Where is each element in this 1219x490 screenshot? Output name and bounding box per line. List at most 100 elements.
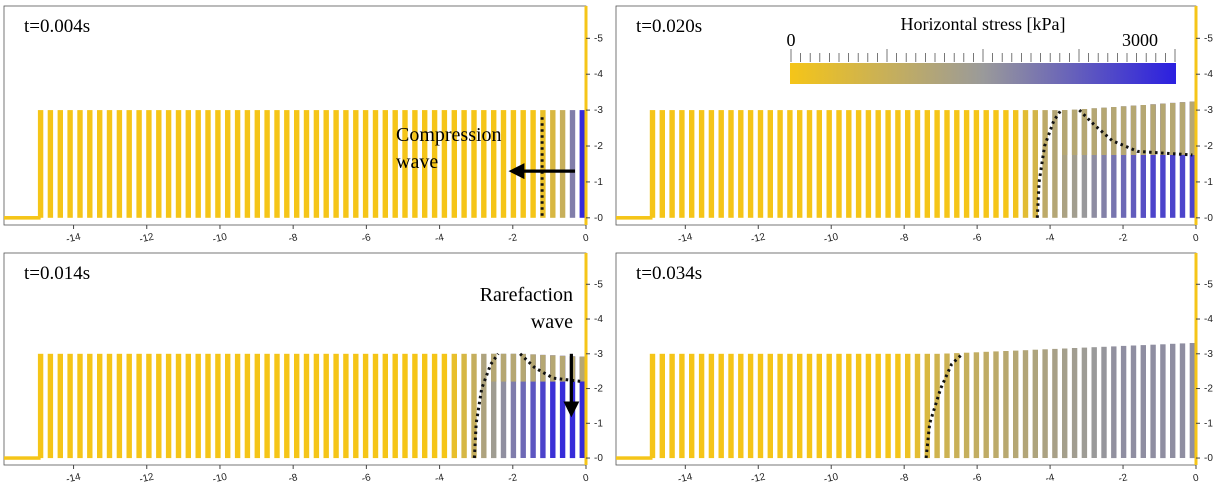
particle-column bbox=[905, 353, 911, 459]
particle-column bbox=[500, 110, 507, 218]
particle-column bbox=[1179, 343, 1186, 458]
y-tick-label: -2 bbox=[1204, 384, 1213, 395]
particle-column bbox=[353, 353, 359, 459]
particle-column bbox=[777, 110, 783, 218]
particle-column bbox=[47, 353, 54, 459]
particle-column bbox=[195, 110, 201, 218]
base-strip bbox=[4, 216, 41, 220]
particle-column bbox=[550, 110, 556, 218]
particle-column bbox=[1032, 349, 1038, 458]
particle-column bbox=[1120, 106, 1127, 218]
particle-column bbox=[875, 110, 881, 218]
y-tick-label: -0 bbox=[594, 213, 603, 224]
particle-column bbox=[274, 353, 280, 459]
particle-column bbox=[303, 110, 310, 218]
particle-column bbox=[806, 353, 813, 459]
relieved-cap bbox=[1130, 105, 1137, 155]
relieved-cap bbox=[1179, 102, 1186, 155]
particle-column bbox=[993, 351, 999, 458]
base-strip bbox=[4, 456, 41, 460]
x-tick-label: -12 bbox=[750, 472, 767, 486]
rarefaction-label-line2: wave bbox=[531, 311, 573, 333]
particle-column bbox=[67, 110, 73, 218]
particle-column bbox=[175, 353, 182, 459]
particle-column bbox=[185, 110, 191, 218]
particle-column bbox=[708, 110, 715, 218]
particle-column bbox=[757, 110, 764, 218]
x-tick-label: -10 bbox=[212, 232, 229, 246]
y-tick-label: -2 bbox=[1204, 141, 1213, 152]
x-tick-label: -14 bbox=[677, 232, 694, 246]
relieved-cap bbox=[540, 354, 546, 382]
x-tick-label: -6 bbox=[361, 472, 372, 485]
x-tick-label: -10 bbox=[823, 472, 840, 486]
particle-column bbox=[689, 353, 695, 459]
particle-column bbox=[284, 110, 290, 218]
particle-column bbox=[323, 110, 329, 218]
particle-column bbox=[728, 353, 734, 459]
relieved-cap bbox=[500, 353, 507, 382]
particle-column bbox=[372, 110, 379, 218]
particle-column bbox=[993, 110, 999, 218]
y-tick-label: -5 bbox=[1204, 279, 1213, 290]
particle-column bbox=[797, 353, 803, 459]
particle-column bbox=[914, 110, 921, 218]
particle-column bbox=[905, 110, 911, 218]
particle-column bbox=[649, 353, 656, 459]
rarefaction-annotation: Rarefaction wave bbox=[480, 284, 573, 333]
particle-column bbox=[333, 353, 339, 459]
particle-column bbox=[481, 353, 487, 459]
particle-column bbox=[1022, 350, 1029, 459]
relieved-cap bbox=[510, 353, 517, 382]
particle-column bbox=[97, 110, 103, 218]
particle-column bbox=[1071, 348, 1078, 458]
relieved-cap bbox=[1071, 109, 1078, 155]
particle-column bbox=[1081, 109, 1088, 218]
particle-column bbox=[431, 353, 438, 459]
particle-column bbox=[382, 353, 388, 459]
particle-column bbox=[836, 353, 842, 459]
rarefaction-label-line1: Rarefaction bbox=[480, 284, 573, 306]
y-tick-label: -3 bbox=[594, 349, 603, 360]
particle-column bbox=[264, 110, 270, 218]
y-tick-label: -3 bbox=[1204, 349, 1213, 360]
particle-column bbox=[274, 110, 280, 218]
particle-column bbox=[57, 110, 63, 218]
particle-column bbox=[520, 353, 526, 458]
particle-column bbox=[343, 110, 349, 218]
particle-column bbox=[491, 110, 497, 218]
particle-column bbox=[954, 353, 960, 459]
particle-column bbox=[934, 353, 940, 459]
particle-column bbox=[787, 110, 793, 218]
time-label: t=0.014s bbox=[24, 263, 90, 284]
x-tick-label: 0 bbox=[1192, 472, 1200, 484]
x-tick-label: -4 bbox=[1044, 232, 1055, 245]
particle-column bbox=[559, 110, 566, 218]
particle-column bbox=[156, 353, 162, 459]
particle-column bbox=[451, 353, 457, 459]
base-strip bbox=[616, 456, 653, 460]
particle-column bbox=[1160, 103, 1166, 218]
particle-column bbox=[471, 353, 477, 459]
particle-column bbox=[689, 110, 695, 218]
particle-column bbox=[944, 110, 950, 218]
particle-column bbox=[362, 110, 369, 218]
particle-column bbox=[738, 353, 744, 459]
x-tick-label: 0 bbox=[1192, 232, 1200, 244]
particle-column bbox=[559, 355, 566, 458]
particle-column bbox=[885, 353, 891, 459]
particle-column bbox=[412, 110, 418, 218]
particle-column bbox=[431, 110, 438, 218]
particle-column bbox=[914, 353, 921, 459]
x-tick-label: -10 bbox=[212, 472, 229, 486]
particle-column bbox=[797, 110, 803, 218]
particle-column bbox=[944, 353, 950, 458]
particle-column bbox=[924, 353, 930, 459]
x-tick-label: -2 bbox=[507, 472, 518, 485]
relieved-cap bbox=[520, 353, 526, 382]
particle-column bbox=[934, 110, 940, 218]
particle-column bbox=[1042, 349, 1048, 458]
relieved-cap bbox=[491, 353, 497, 382]
y-tick-label: -5 bbox=[594, 279, 603, 290]
